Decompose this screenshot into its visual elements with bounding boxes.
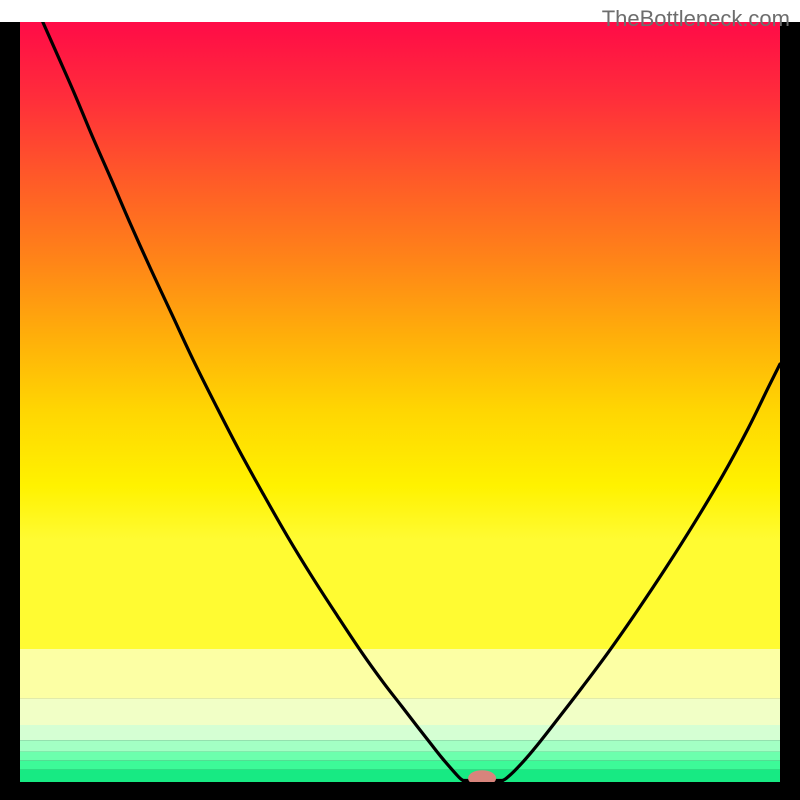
frame-bottom (0, 782, 800, 800)
chart-background-band (20, 649, 780, 698)
frame-left (0, 0, 20, 800)
frame-right (780, 0, 800, 800)
chart-background-band (20, 761, 780, 770)
corner-tl (0, 0, 20, 22)
chart-background-band (20, 725, 780, 740)
chart-svg (0, 0, 800, 800)
frame-top-strip (0, 0, 800, 22)
chart-background-band (20, 740, 780, 751)
chart-background-band (20, 752, 780, 761)
bottleneck-chart: TheBottleneck.com (0, 0, 800, 800)
chart-background-gradient (20, 22, 780, 649)
corner-tr (780, 0, 800, 22)
chart-background-band (20, 770, 780, 782)
